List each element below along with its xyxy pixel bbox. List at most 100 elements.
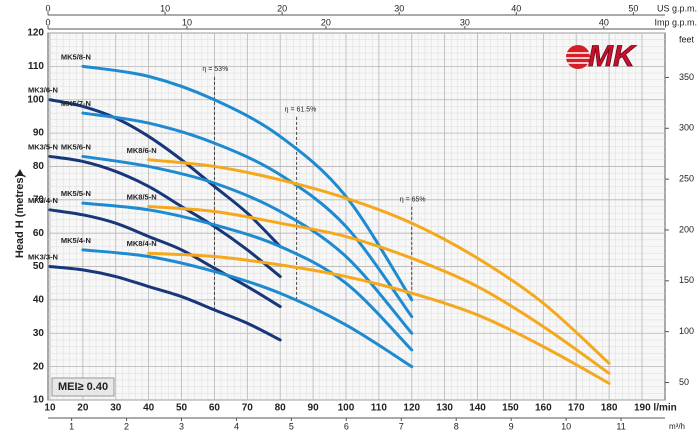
top-tick-label: 40 bbox=[511, 3, 521, 13]
curve-label: MK5/7-N bbox=[61, 99, 91, 108]
bottom2-axis-label: m³/h bbox=[669, 422, 685, 431]
top-axis-label: Imp g.p.m. bbox=[654, 17, 697, 27]
pump-curve bbox=[48, 154, 282, 279]
y2-axis-label: feet bbox=[679, 34, 695, 44]
pump-curve bbox=[81, 201, 414, 352]
x-tick-label: 50 bbox=[176, 403, 188, 414]
y-tick-label: 40 bbox=[33, 295, 45, 306]
bottom2-tick-label: 2 bbox=[124, 421, 129, 431]
efficiency-label: η = 53% bbox=[202, 66, 228, 73]
badge-box bbox=[51, 377, 115, 397]
bottom2-tick-label: 9 bbox=[509, 421, 514, 431]
x-tick-label: 60 bbox=[209, 403, 221, 414]
top-tick-label: 40 bbox=[599, 17, 609, 27]
curve-label: MK3/6-N bbox=[28, 86, 58, 95]
y-tick-label: 90 bbox=[33, 128, 45, 139]
x-tick-label: 130 bbox=[436, 403, 453, 414]
pump-curve bbox=[147, 251, 611, 385]
curve-label: MK3/4-N bbox=[28, 196, 58, 205]
pump-curve bbox=[48, 265, 282, 342]
y-tick-label: 120 bbox=[27, 28, 44, 39]
logo: MK bbox=[566, 40, 637, 73]
x-tick-label: 70 bbox=[242, 403, 254, 414]
y-axis-label: Head H (metres) bbox=[14, 173, 26, 258]
bottom2-tick-label: 5 bbox=[289, 421, 294, 431]
efficiency-label: η = 65% bbox=[400, 196, 426, 203]
top-tick-label: 0 bbox=[45, 3, 50, 13]
curve-label: MK8/6-N bbox=[127, 146, 157, 155]
x-tick-label: 180 bbox=[601, 403, 618, 414]
bottom2-tick-label: 11 bbox=[616, 421, 625, 431]
top-tick-label: 30 bbox=[460, 17, 470, 27]
top-tick-label: 50 bbox=[628, 3, 638, 13]
top-tick-label: 20 bbox=[277, 3, 287, 13]
grid bbox=[48, 32, 665, 401]
pump-curve bbox=[48, 208, 282, 309]
bottom2-tick-label: 6 bbox=[344, 421, 349, 431]
curve-label: MK5/8-N bbox=[61, 52, 91, 61]
x-tick-label: 140 bbox=[469, 403, 486, 414]
pump-curve bbox=[147, 204, 611, 375]
y-tick-label: 80 bbox=[33, 161, 45, 172]
top-tick-label: 30 bbox=[394, 3, 404, 13]
top-tick-label: 10 bbox=[182, 17, 192, 27]
x-tick-label: 80 bbox=[275, 403, 287, 414]
logo-ball bbox=[566, 45, 590, 69]
y-tick-label: 30 bbox=[33, 328, 45, 339]
efficiency-label: η = 61.5% bbox=[285, 106, 317, 113]
top-axis-label: US g.p.m. bbox=[657, 3, 697, 13]
y2-tick-label: 50 bbox=[679, 377, 689, 387]
x-tick-label: 90 bbox=[308, 403, 320, 414]
y-tick-label: 60 bbox=[33, 228, 45, 239]
badge: MEI≥ 0.40 bbox=[58, 381, 108, 393]
y-tick-label: 10 bbox=[33, 395, 45, 406]
x-tick-label: 120 bbox=[403, 403, 420, 414]
y-tick-label: 50 bbox=[33, 261, 45, 272]
x-tick-label: 150 bbox=[502, 403, 519, 414]
x-tick-label: 100 bbox=[338, 403, 355, 414]
pump-curve bbox=[147, 158, 611, 365]
y-tick-label: 100 bbox=[27, 94, 44, 105]
x-tick-label: 40 bbox=[143, 403, 155, 414]
curve-label: MK5/5-N bbox=[61, 189, 91, 198]
x-tick-label: 170 bbox=[568, 403, 585, 414]
x-tick-label: 160 bbox=[535, 403, 552, 414]
x-tick-label: 110 bbox=[371, 403, 388, 414]
pump-curve bbox=[81, 248, 414, 369]
y-tick-label: 70 bbox=[33, 194, 45, 205]
bottom2-tick-label: 8 bbox=[454, 421, 459, 431]
curve-label: MK5/4-N bbox=[61, 236, 91, 245]
logo-text: MK bbox=[588, 40, 637, 73]
curve-label: MK8/4-N bbox=[127, 239, 157, 248]
y2-tick-label: 200 bbox=[679, 224, 694, 234]
top-tick-label: 20 bbox=[321, 17, 331, 27]
y2-tick-label: 100 bbox=[679, 326, 694, 336]
x-tick-label: 30 bbox=[110, 403, 122, 414]
y-tick-label: 20 bbox=[33, 361, 45, 372]
axes: 10 20 30 40 50 60 70 80 90 100 110 120 130 140 150 160 1… bbox=[27, 3, 697, 431]
x-tick-label: 20 bbox=[77, 403, 89, 414]
curves: η = 53% η = 61.5% η = 65% MK3/3-N MK3/4-N MK3… bbox=[28, 52, 611, 385]
top-tick-label: 10 bbox=[160, 3, 170, 13]
bottom2-tick-label: 10 bbox=[561, 421, 571, 431]
curve-label: MK3/3-N bbox=[28, 253, 58, 262]
y2-tick-label: 350 bbox=[679, 72, 694, 82]
bottom2-tick-label: 4 bbox=[234, 421, 239, 431]
y-tick-label: 110 bbox=[28, 61, 45, 72]
x-tick-label: 10 bbox=[44, 403, 56, 414]
top-tick-label: 0 bbox=[45, 17, 50, 27]
axis-arrow bbox=[16, 169, 24, 176]
pump-curve bbox=[81, 154, 414, 335]
y2-tick-label: 300 bbox=[679, 123, 694, 133]
y2-tick-label: 250 bbox=[679, 174, 694, 184]
pump-curve bbox=[81, 64, 414, 302]
pump-curve bbox=[81, 111, 414, 319]
bottom2-tick-label: 7 bbox=[399, 421, 404, 431]
plot-frame bbox=[47, 32, 666, 401]
bottom2-tick-label: 3 bbox=[179, 421, 184, 431]
pump-curve bbox=[48, 98, 282, 249]
y2-tick-label: 150 bbox=[679, 275, 694, 285]
curve-label: MK3/5-N bbox=[28, 142, 58, 151]
curve-label: MK8/5-N bbox=[127, 192, 157, 201]
